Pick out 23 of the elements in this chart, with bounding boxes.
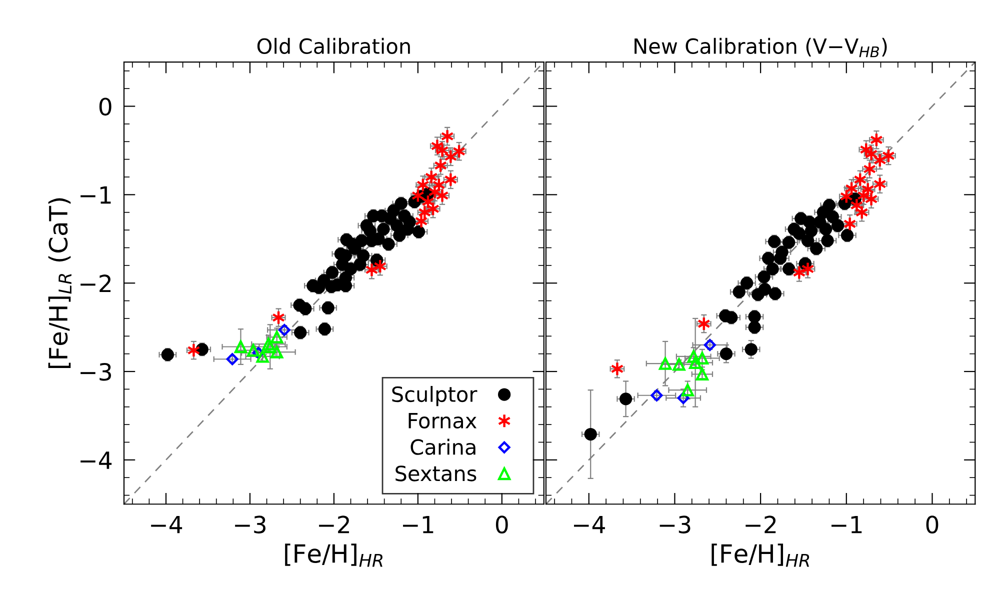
x-tick-label: −3 xyxy=(235,516,266,534)
x-tick-label: −1 xyxy=(831,516,862,534)
chart-title: New Calibration (V−V$_{HB}$) xyxy=(634,38,887,58)
y-tick-label: −1 xyxy=(80,186,111,204)
x-axis-title: [Fe/H]$_{HR}$ xyxy=(285,544,382,567)
legend-label: Sextans xyxy=(396,466,476,482)
x-tick-label: −4 xyxy=(151,516,182,534)
chart-title: Old Calibration xyxy=(257,38,410,54)
x-tick-label: −2 xyxy=(746,516,776,534)
y-tick-label: −2 xyxy=(80,274,111,292)
x-tick-label: −2 xyxy=(319,516,349,534)
x-tick-label: −1 xyxy=(403,516,434,534)
y-axis-title: [Fe/H]$_{LR}$ (CaT) xyxy=(48,198,72,368)
y-tick-label: −4 xyxy=(80,452,112,469)
x-tick-label: −4 xyxy=(574,516,605,534)
x-tick-label: 0 xyxy=(926,516,938,534)
legend-label: Carina xyxy=(410,438,476,455)
x-tick-label: −3 xyxy=(660,516,690,534)
y-tick-label: −3 xyxy=(80,362,111,381)
x-tick-label: 0 xyxy=(496,516,508,534)
legend-label: Sculptor xyxy=(392,386,478,406)
x-axis-title: [Fe/H]$_{HR}$ xyxy=(712,544,810,567)
y-tick-label: 0 xyxy=(99,98,112,116)
